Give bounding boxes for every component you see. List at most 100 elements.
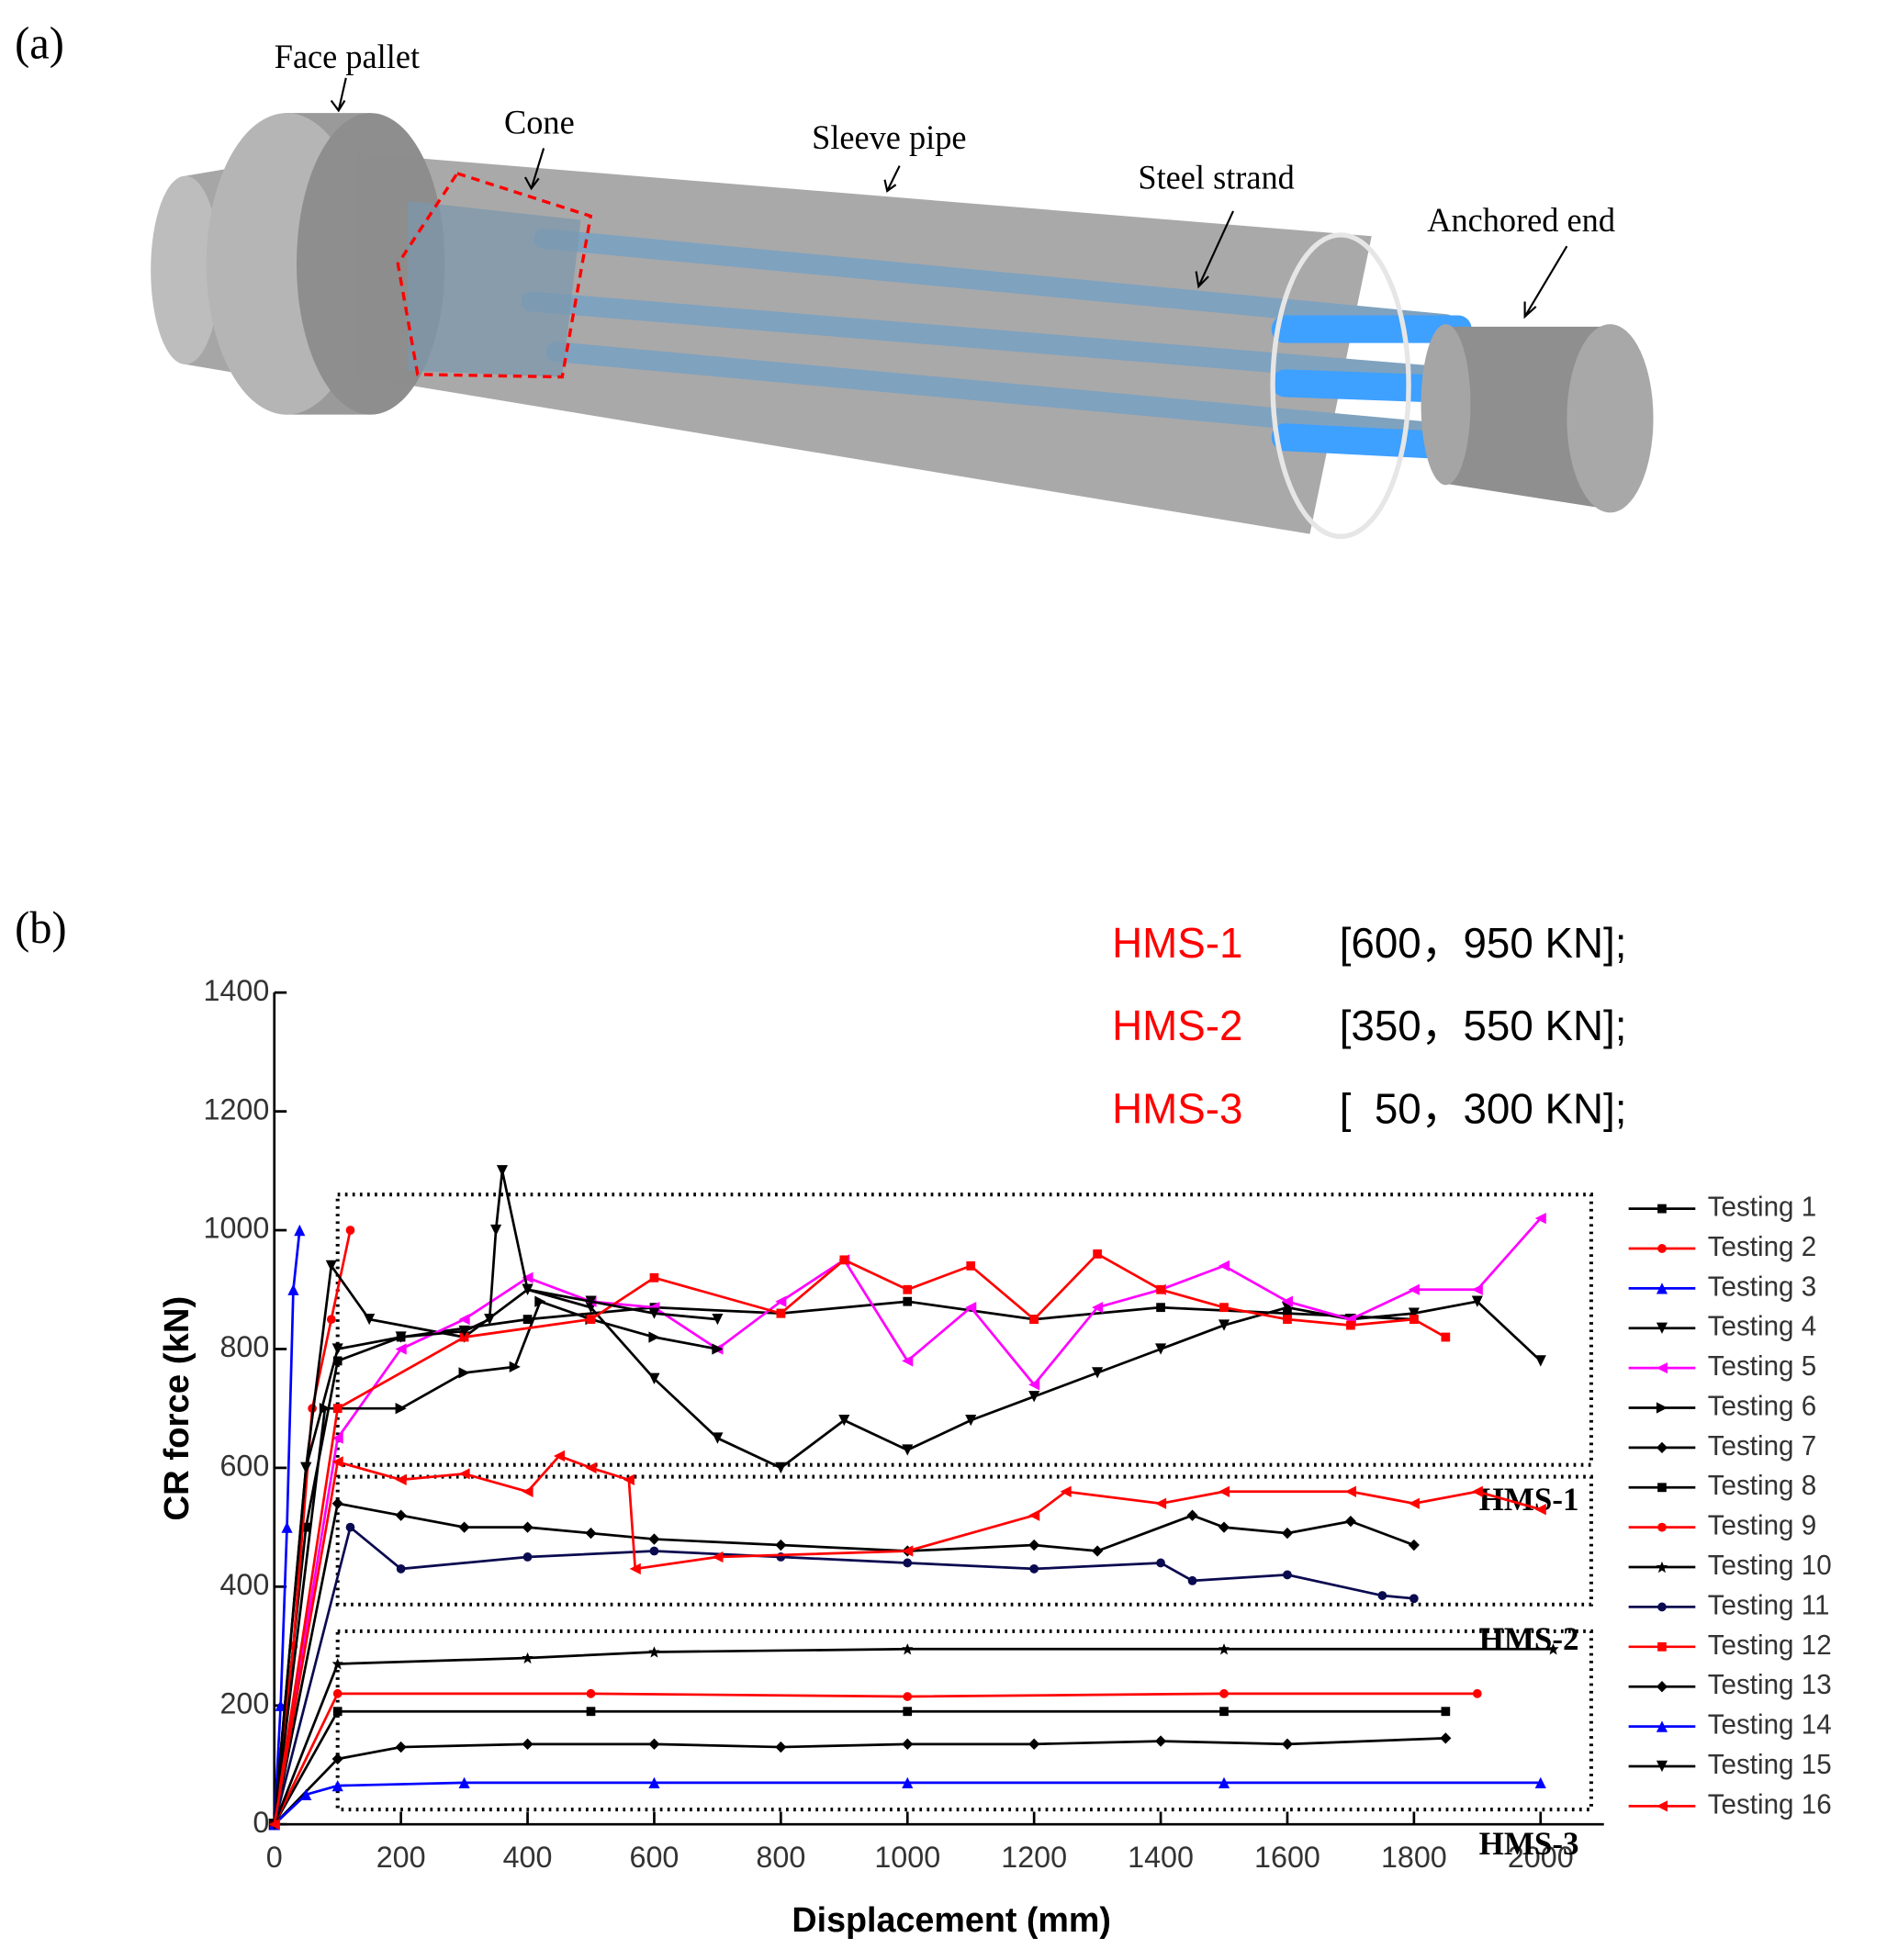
- point: [1656, 1760, 1668, 1773]
- legend-label: Testing 5: [1708, 1351, 1816, 1382]
- series-line: [273, 1300, 1414, 1825]
- point: [395, 1403, 407, 1415]
- point: [966, 1260, 976, 1271]
- point: [287, 1283, 299, 1295]
- point: [1409, 1594, 1419, 1604]
- y-tick-label: 1200: [204, 1092, 270, 1126]
- point: [1029, 1315, 1039, 1325]
- x-axis-label: Displacement (mm): [792, 1901, 1111, 1940]
- point: [623, 1473, 635, 1486]
- point: [1408, 1283, 1420, 1295]
- point: [629, 1562, 641, 1575]
- series-line: [273, 1502, 1415, 1825]
- point: [712, 1551, 724, 1563]
- point: [1547, 1643, 1559, 1655]
- point: [1281, 1738, 1294, 1750]
- point: [1092, 1302, 1104, 1314]
- point: [1408, 1497, 1420, 1509]
- range-label: [600，950 KN];: [1340, 918, 1627, 966]
- point: [345, 1522, 355, 1532]
- series-line: [273, 1709, 1446, 1825]
- point: [1440, 1732, 1452, 1744]
- point: [648, 1307, 660, 1319]
- point: [776, 1308, 786, 1318]
- point: [1408, 1307, 1420, 1319]
- point: [395, 1473, 407, 1486]
- arrow: [330, 77, 347, 113]
- point: [1283, 1308, 1292, 1318]
- point: [522, 1521, 533, 1533]
- series-line: [273, 1781, 1541, 1826]
- point: [902, 1545, 914, 1557]
- part-label: Sleeve pipe: [812, 118, 966, 155]
- point: [965, 1302, 977, 1314]
- arrow: [883, 165, 901, 193]
- point: [585, 1462, 597, 1474]
- legend-label: Testing 2: [1708, 1232, 1816, 1262]
- point: [509, 1361, 521, 1373]
- point: [345, 1226, 355, 1235]
- point: [1534, 1355, 1546, 1367]
- point: [553, 1450, 566, 1462]
- point: [775, 1295, 787, 1307]
- point: [1377, 1591, 1387, 1600]
- point: [1155, 1735, 1167, 1747]
- legend-label: Testing 3: [1708, 1271, 1816, 1302]
- point: [1218, 1776, 1230, 1789]
- point: [1408, 1539, 1420, 1551]
- point: [902, 1355, 914, 1367]
- point: [1409, 1315, 1419, 1325]
- point: [1656, 1322, 1668, 1334]
- x-tick-label: 0: [266, 1841, 283, 1874]
- point: [300, 1462, 312, 1474]
- point: [1656, 1282, 1668, 1294]
- x-tick-label: 1400: [1128, 1841, 1194, 1874]
- y-axis-label: CR force (kN): [158, 1296, 197, 1521]
- point: [648, 1646, 660, 1658]
- point: [586, 1707, 596, 1717]
- point: [1186, 1509, 1198, 1521]
- legend-label: Testing 14: [1708, 1709, 1832, 1740]
- point: [1656, 1561, 1668, 1574]
- point: [332, 1356, 343, 1366]
- point: [1657, 1483, 1667, 1493]
- point: [1155, 1497, 1167, 1509]
- point: [522, 1738, 533, 1750]
- arrow: [1523, 245, 1568, 319]
- point: [325, 1260, 337, 1272]
- legend-label: Testing 15: [1708, 1750, 1832, 1780]
- point: [281, 1521, 293, 1533]
- legend-label: Testing 8: [1708, 1471, 1816, 1501]
- point: [1471, 1283, 1483, 1295]
- y-tick-label: 800: [219, 1330, 269, 1363]
- point: [332, 1688, 343, 1698]
- point: [1218, 1260, 1230, 1272]
- point: [301, 1522, 311, 1532]
- point: [395, 1509, 407, 1521]
- series-line: [273, 1736, 1446, 1826]
- point: [331, 1456, 343, 1468]
- panel-a: (a) Face pallet: [15, 17, 1654, 540]
- point: [649, 1272, 659, 1282]
- series-line: [273, 1252, 1446, 1825]
- point: [903, 1558, 913, 1568]
- region-box: [335, 1193, 1593, 1467]
- point: [1218, 1485, 1230, 1497]
- point: [1534, 1504, 1546, 1516]
- point: [522, 1271, 533, 1283]
- point: [1028, 1738, 1040, 1750]
- legend-label: Testing 10: [1708, 1551, 1832, 1581]
- point: [395, 1331, 407, 1343]
- point: [1534, 1776, 1546, 1789]
- strands: [521, 229, 1472, 460]
- point: [1441, 1332, 1451, 1342]
- point: [326, 1315, 336, 1325]
- point: [1346, 1320, 1355, 1330]
- point: [522, 1652, 533, 1664]
- point: [396, 1563, 406, 1574]
- point: [522, 1552, 533, 1562]
- point: [1156, 1558, 1165, 1568]
- series-line: [273, 1647, 1554, 1825]
- legend-label: Testing 1: [1708, 1192, 1816, 1222]
- point: [1060, 1485, 1072, 1497]
